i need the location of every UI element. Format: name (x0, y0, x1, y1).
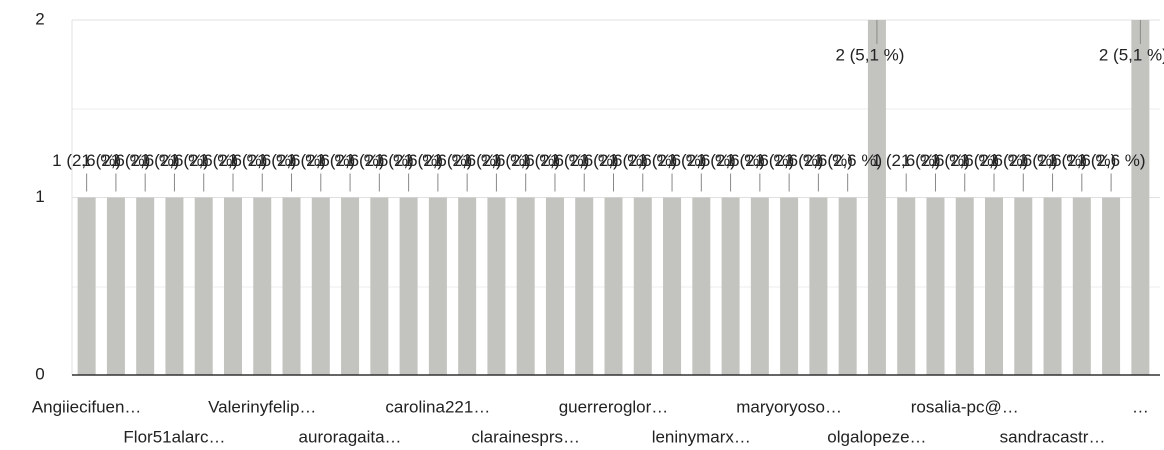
x-tick-label: Flor51alarc… (123, 427, 225, 446)
value-label: 1 (2,6 %) (696, 151, 765, 170)
value-label: 1 (2,6 %) (550, 151, 619, 170)
value-label: 1 (2,6 %) (784, 151, 853, 170)
value-label: 1 (2,6 %) (872, 151, 941, 170)
bar (487, 197, 506, 375)
bar (780, 197, 799, 375)
value-labels: 1 (2,6 %)1 (2,6 %)1 (2,6 %)1 (2,6 %)1 (2… (52, 20, 1164, 192)
bar (282, 197, 301, 375)
bar (1102, 197, 1121, 375)
value-label: 1 (2,6 %) (433, 151, 502, 170)
value-label: 1 (2,6 %) (374, 151, 443, 170)
value-label: 1 (2,6 %) (725, 151, 794, 170)
value-label: 1 (2,6 %) (111, 151, 180, 170)
x-tick-label: auroragaita… (299, 427, 402, 446)
bar (399, 197, 418, 375)
bar (809, 197, 828, 375)
x-tick-label: olgalopeze… (827, 427, 926, 446)
bar (692, 197, 711, 375)
value-label: 1 (2,6 %) (1018, 151, 1087, 170)
x-tick-label: maryoryoso… (736, 397, 842, 416)
bar (633, 197, 652, 375)
y-tick-label: 0 (35, 364, 44, 383)
bar (926, 197, 945, 375)
value-label: 1 (2,6 %) (638, 151, 707, 170)
bar (516, 197, 535, 375)
bar (458, 197, 477, 375)
bar (838, 197, 857, 375)
value-label: 2 (5,1 %) (835, 45, 904, 64)
bar (1131, 20, 1150, 375)
bar (867, 20, 886, 375)
x-tick-label: carolina221… (385, 397, 490, 416)
bar (721, 197, 740, 375)
bar (1043, 197, 1062, 375)
value-label: 1 (2,6 %) (667, 151, 736, 170)
x-tick-label: … (1132, 397, 1149, 416)
value-label: 1 (2,6 %) (169, 151, 238, 170)
bar (370, 197, 389, 375)
x-tick-label: rosalia-pc@… (911, 397, 1019, 416)
value-label: 1 (2,6 %) (813, 151, 882, 170)
bar (77, 197, 96, 375)
bar (897, 197, 916, 375)
value-label: 1 (2,6 %) (403, 151, 472, 170)
bar (194, 197, 213, 375)
x-tick-label: clarainesprs… (471, 427, 580, 446)
bar (341, 197, 360, 375)
value-label: 1 (2,6 %) (52, 151, 121, 170)
x-tick-label: leninymarx… (652, 427, 751, 446)
value-label: 2 (5,1 %) (1099, 45, 1164, 64)
value-label: 1 (2,6 %) (1047, 151, 1116, 170)
value-label: 1 (2,6 %) (491, 151, 560, 170)
value-label: 1 (2,6 %) (316, 151, 385, 170)
bar (985, 197, 1004, 375)
value-label: 1 (2,6 %) (755, 151, 824, 170)
bar (545, 197, 564, 375)
bar (1072, 197, 1091, 375)
value-label: 1 (2,6 %) (930, 151, 999, 170)
bar (575, 197, 594, 375)
value-label: 1 (2,6 %) (198, 151, 267, 170)
value-label: 1 (2,6 %) (960, 151, 1029, 170)
value-label: 1 (2,6 %) (345, 151, 414, 170)
value-label: 1 (2,6 %) (579, 151, 648, 170)
bar (1014, 197, 1033, 375)
value-label: 1 (2,6 %) (228, 151, 297, 170)
value-label: 1 (2,6 %) (140, 151, 209, 170)
value-label: 1 (2,6 %) (608, 151, 677, 170)
y-tick-label: 1 (35, 187, 44, 206)
bar (165, 197, 184, 375)
value-label: 1 (2,6 %) (520, 151, 589, 170)
x-tick-label: sandracastr… (1000, 427, 1106, 446)
value-label: 1 (2,6 %) (462, 151, 531, 170)
value-label: 1 (2,6 %) (81, 151, 150, 170)
bar (106, 197, 125, 375)
bar (136, 197, 155, 375)
x-tick-label: Angiiecifuen… (32, 397, 142, 416)
y-tick-label: 2 (35, 9, 44, 28)
bar (428, 197, 447, 375)
value-label: 1 (2,6 %) (1077, 151, 1146, 170)
bar (750, 197, 769, 375)
bar (663, 197, 682, 375)
value-label: 1 (2,6 %) (901, 151, 970, 170)
x-tick-label: Valerinyfelip… (208, 397, 316, 416)
bar (604, 197, 623, 375)
value-label: 1 (2,6 %) (286, 151, 355, 170)
bar (223, 197, 242, 375)
value-label: 1 (2,6 %) (257, 151, 326, 170)
bar (955, 197, 974, 375)
value-label: 1 (2,6 %) (989, 151, 1058, 170)
x-tick-label: guerreroglor… (559, 397, 669, 416)
bar (311, 197, 330, 375)
bar (253, 197, 272, 375)
